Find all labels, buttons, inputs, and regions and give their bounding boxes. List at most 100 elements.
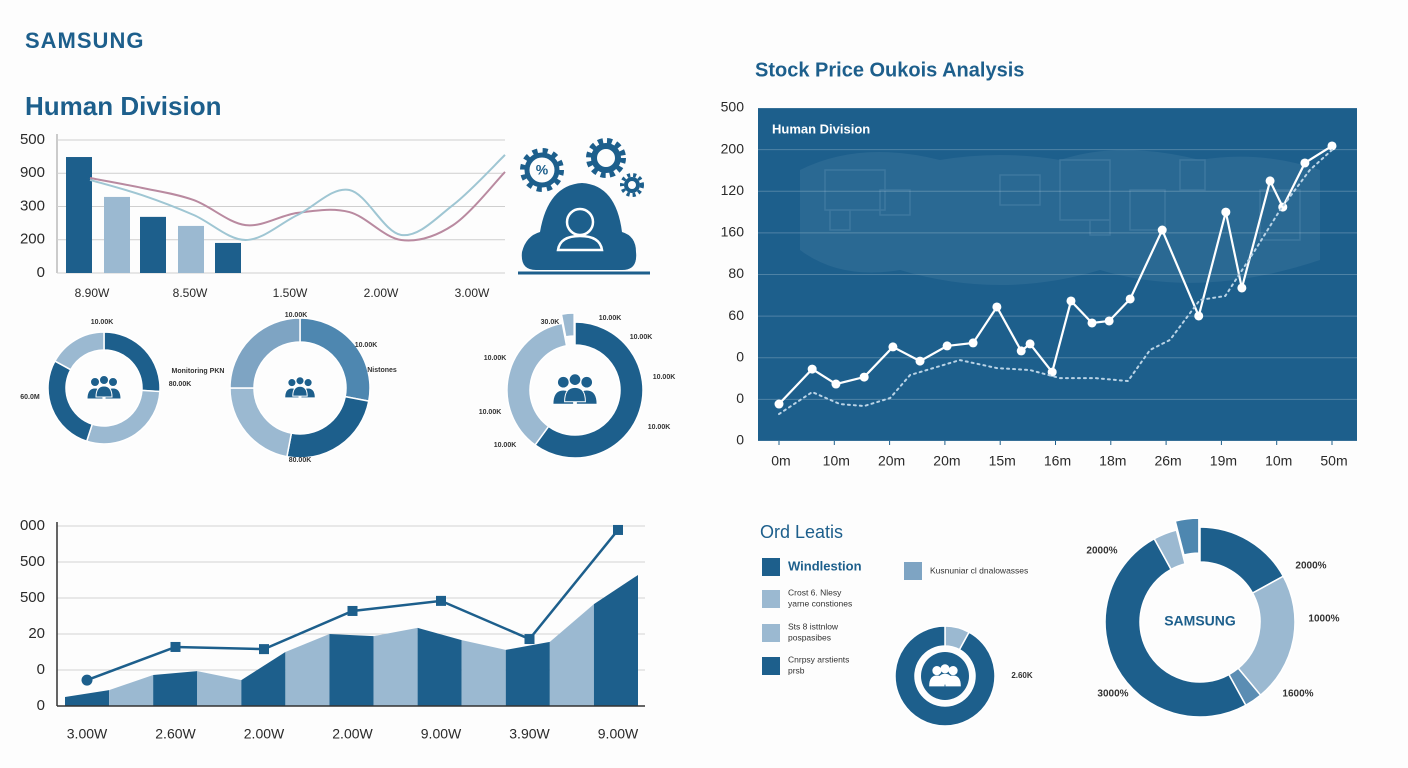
area-band [65,690,110,706]
icon-head [287,378,297,388]
y-tick-label: 0 [736,390,744,406]
x-tick-label: 50m [1320,453,1347,469]
panel-label: Human Division [772,121,870,136]
icon-head [99,375,109,385]
x-tick-label: 0m [771,453,790,469]
annotation: 3000% [1097,689,1128,700]
legend-label: Kusnuniar cl dnalowasses [930,565,1028,575]
series-line [777,144,1334,406]
point [774,399,784,409]
x-tick-label: 18m [1099,453,1126,469]
icon-head [303,378,313,388]
point [1221,207,1231,217]
people-icon [552,373,598,405]
x-tick-label: 9.00W [421,726,462,742]
legend-swatch [762,590,780,608]
y-tick-label: 200 [20,231,45,248]
annotation: 2000% [1295,561,1326,572]
y-tick-label: 500 [20,553,45,570]
legend-label: pospasibes [788,632,831,642]
point [942,341,952,351]
point [1237,283,1247,293]
legend-label: Cnrpsy arstients [788,654,849,664]
area-band [329,634,374,706]
annotation: 10.00K [494,442,517,449]
y-tick-label: 20 [28,625,45,642]
donut-segment [229,317,301,389]
annotation: 10.00K [479,409,502,416]
x-tick-label: 8.90W [75,286,110,300]
x-tick-label: 20m [933,453,960,469]
area-band [373,627,418,706]
area-band [285,634,330,706]
x-tick-label: 15m [989,453,1016,469]
icon-head [580,375,594,389]
x-tick-label: 19m [1210,453,1237,469]
annotation: Monitoring PKN [172,368,225,375]
point [968,338,978,348]
x-tick-label: 2.00W [364,286,399,300]
point [888,342,898,352]
y-tick-label: 160 [721,224,745,240]
point [170,641,181,652]
point [831,379,841,389]
map-shape [1129,189,1166,231]
legend-label: yarne constiones [788,598,852,608]
curve [89,154,506,242]
area-band [549,604,594,706]
legend-swatch [762,624,780,642]
icon-head [948,666,958,676]
area-band [197,671,242,706]
point [1125,294,1135,304]
annotation: 10.00K [285,312,308,319]
y-tick-label: 0 [37,697,45,714]
point [436,595,446,606]
bar [66,157,92,273]
point [1016,346,1026,356]
x-tick-label: 2.00W [244,726,285,742]
people-icon [284,376,316,399]
map-decoration [800,150,1320,285]
point [1265,176,1275,186]
point [1025,339,1035,349]
chart-title: Stock Price Oukois Analysis [755,59,1024,81]
map-shape [1059,159,1111,221]
y-tick-label: 500 [20,131,45,148]
point [81,674,93,686]
y-tick-label: 200 [721,140,745,156]
icon-head [556,375,570,389]
y-tick-label: 0 [736,348,744,364]
y-tick-label: 0 [37,661,45,678]
area-band [153,671,198,706]
x-tick-label: 26m [1154,453,1181,469]
annotation: 30.0K [541,319,560,326]
plot-panel [758,108,1357,441]
bar [178,225,204,273]
map-shape [999,174,1041,206]
series-line [778,148,1333,416]
point [1157,225,1167,235]
icon-head [295,376,305,386]
point [1066,296,1076,306]
x-tick-label: 9.00W [598,726,639,742]
svg-text:%: % [536,162,549,178]
point [992,302,1002,312]
annotation: 1600% [1282,689,1313,700]
area-band [593,574,638,706]
area-band [461,640,506,706]
donut-segment [894,625,996,727]
area-band [241,652,286,706]
annotation: 80.00K [169,381,192,388]
icon-head [108,377,118,387]
point [1047,367,1057,377]
x-tick-label: 3.00W [67,726,108,742]
x-tick-label: 3.00W [455,286,490,300]
donut-segment [560,312,575,338]
point [1300,158,1310,168]
legend-label: Windlestion [788,558,862,573]
x-tick-label: 10m [823,453,850,469]
legend-label: prsb [788,665,805,675]
point [1327,141,1337,151]
donut-segment [1153,529,1186,571]
